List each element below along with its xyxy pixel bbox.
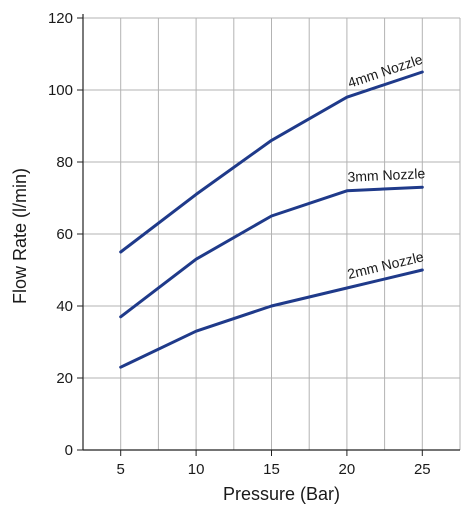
x-tick-label: 25	[414, 461, 431, 478]
y-axis-title: Flow Rate (l/min)	[10, 168, 30, 304]
x-tick-label: 20	[339, 461, 356, 478]
series-line	[119, 70, 424, 254]
series-line	[119, 185, 424, 319]
y-tick-label: 20	[56, 370, 73, 387]
y-tick-label: 60	[56, 226, 73, 243]
series-line	[119, 268, 424, 369]
series-label: 2mm Nozzle	[346, 248, 426, 282]
x-tick-label: 5	[117, 461, 125, 478]
x-tick-label: 10	[188, 461, 205, 478]
x-axis-title: Pressure (Bar)	[223, 484, 340, 504]
x-tick-label: 15	[263, 461, 280, 478]
y-tick-label: 80	[56, 154, 73, 171]
y-tick-label: 120	[48, 10, 73, 27]
y-tick-label: 0	[65, 442, 73, 459]
grid	[83, 17, 461, 450]
y-tick-label: 100	[48, 82, 73, 99]
y-tick-label: 40	[56, 298, 73, 315]
ticks: 0 20 40 60 80 100 120 5 10 15 20 25	[48, 10, 431, 478]
series-label: 3mm Nozzle	[347, 165, 426, 185]
